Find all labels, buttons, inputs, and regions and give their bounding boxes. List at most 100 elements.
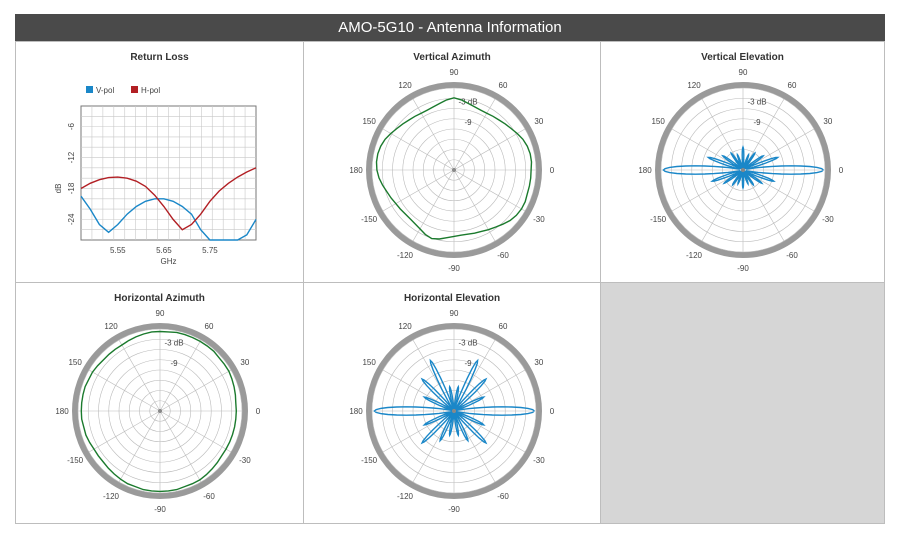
polar-ring-label: -3 dB (458, 97, 477, 106)
polar-angle-label: -60 (786, 251, 798, 260)
polar-outer-ring (655, 82, 831, 258)
y-tick-label: -6 (67, 123, 76, 131)
polar-angle-label: -60 (203, 492, 215, 501)
polar-angle-label: 90 (739, 68, 748, 77)
polar-ring-label: -3 dB (747, 97, 766, 106)
polar-angle-label: 150 (68, 358, 82, 367)
polar-angle-label: 180 (55, 407, 69, 416)
chart-grid: Return Loss -6 -12 -18 -24 5.55 5.65 5.75 GHz dB… (15, 41, 885, 524)
polar-pattern-trace (375, 97, 533, 240)
cell-horizontal-azimuth: Horizontal Azimuth 90 60 30 0 -30 -60 -90 -120 -… (16, 283, 304, 523)
series-line-h-pol (80, 167, 257, 231)
polar-angle-label: -90 (737, 264, 749, 273)
cell-vertical-elevation: Vertical Elevation 90 60 30 0 -30 -60 -90 -120 -… (601, 42, 884, 283)
polar-angle-label: -30 (533, 456, 545, 465)
x-tick-label: 5.55 (110, 246, 126, 255)
polar-center-dot (452, 409, 456, 413)
polar-center-dot (158, 409, 162, 413)
y-axis-label: dB (54, 184, 63, 194)
x-tick-label: 5.65 (156, 246, 172, 255)
polar-ring-label: -3 dB (164, 338, 183, 347)
polar-angle-label: 90 (450, 68, 459, 77)
legend-label: H-pol (141, 86, 160, 95)
polar-angle-label: 30 (534, 358, 543, 367)
polar-angle-label: 60 (788, 81, 797, 90)
polar-angle-label: 180 (349, 407, 363, 416)
polar-angle-label: -150 (650, 215, 667, 224)
polar-angle-label: 120 (104, 322, 118, 331)
polar-angle-label: 90 (450, 309, 459, 318)
polar-angle-label: 120 (687, 81, 701, 90)
polar-center-dot (452, 168, 456, 172)
legend-swatch (86, 86, 93, 93)
polar-angle-label: 150 (362, 358, 376, 367)
polar-pattern-trace (662, 144, 824, 190)
legend-swatch (131, 86, 138, 93)
chart-title-vertical-elevation: Vertical Elevation (701, 52, 784, 63)
y-tick-label: -12 (67, 151, 76, 163)
polar-ring-label: -9 (464, 118, 472, 127)
polar-angle-label: 120 (398, 322, 412, 331)
polar-angle-label: 60 (499, 81, 508, 90)
polar-outer-ring (72, 323, 248, 499)
polar-angle-label: -90 (448, 264, 460, 273)
cell-return-loss: Return Loss -6 -12 -18 -24 5.55 5.65 5.75 GHz dB… (16, 42, 304, 283)
cell-empty (601, 283, 884, 523)
polar-outer-ring (366, 323, 542, 499)
chart-title-horizontal-azimuth: Horizontal Azimuth (114, 293, 205, 304)
polar-angle-label: -120 (397, 251, 414, 260)
x-axis-label: GHz (161, 257, 177, 266)
cell-vertical-azimuth: Vertical Azimuth 90 60 30 0 -30 -60 -90 -120 -15… (304, 42, 601, 283)
polar-angle-label: -60 (497, 251, 509, 260)
page-header: AMO-5G10 - Antenna Information (15, 14, 885, 41)
polar-ring-label: -3 dB (458, 338, 477, 347)
polar-pattern-trace (80, 330, 237, 493)
series-line-v-pol (80, 195, 257, 241)
polar-angle-label: 150 (362, 117, 376, 126)
chart-title-horizontal-elevation: Horizontal Elevation (403, 293, 501, 304)
polar-angle-label: -90 (448, 505, 460, 514)
polar-angle-label: 180 (638, 166, 652, 175)
polar-outer-ring (366, 82, 542, 258)
polar-angle-label: 150 (651, 117, 665, 126)
polar-angle-label: -120 (686, 251, 703, 260)
polar-angle-label: 0 (839, 166, 844, 175)
polar-angle-label: 30 (534, 117, 543, 126)
polar-angle-label: -30 (822, 215, 834, 224)
polar-angle-label: 60 (499, 322, 508, 331)
polar-angle-label: 30 (240, 358, 249, 367)
polar-angle-label: 30 (823, 117, 832, 126)
polar-angle-label: 0 (550, 166, 555, 175)
polar-pattern-trace (373, 358, 535, 445)
polar-angle-label: 0 (256, 407, 261, 416)
vertical-elevation-chart: 90 60 30 0 -30 -60 -90 -120 -150 180 150 120 -3 dB -9 (638, 68, 844, 273)
vertical-azimuth-chart: 90 60 30 0 -30 -60 -90 -120 -150 180 150 120 -3 dB -9 (349, 68, 555, 273)
polar-angle-label: 120 (398, 81, 412, 90)
polar-angle-label: 0 (550, 407, 555, 416)
polar-angle-label: -150 (361, 456, 378, 465)
polar-angle-label: -30 (239, 456, 251, 465)
return-loss-chart: -6 -12 -18 -24 5.55 5.65 5.75 GHz dB V-pol H-pol (54, 86, 257, 266)
polar-ring-label: -9 (753, 118, 761, 127)
horizontal-elevation-chart: 90 60 30 0 -30 -60 -90 -120 -150 180 150 120 -3 dB -9 (349, 309, 555, 514)
y-tick-label: -18 (67, 182, 76, 194)
polar-angle-label: -120 (103, 492, 120, 501)
polar-ring-label: -9 (464, 359, 472, 368)
chart-title-return-loss: Return Loss (130, 52, 189, 63)
page-title: AMO-5G10 - Antenna Information (338, 19, 562, 36)
polar-angle-label: 180 (349, 166, 363, 175)
polar-angle-label: -150 (361, 215, 378, 224)
legend-label: V-pol (96, 86, 114, 95)
x-tick-label: 5.75 (202, 246, 218, 255)
polar-angle-label: 90 (156, 309, 165, 318)
polar-angle-label: -30 (533, 215, 545, 224)
cell-horizontal-elevation: Horizontal Elevation 90 60 30 0 -30 -60 -90 -12… (304, 283, 601, 523)
polar-angle-label: -60 (497, 492, 509, 501)
polar-angle-label: -150 (67, 456, 84, 465)
horizontal-azimuth-chart: 90 60 30 0 -30 -60 -90 -120 -150 180 150 120 -3 dB -9 (55, 309, 261, 514)
y-tick-label: -24 (67, 213, 76, 225)
polar-angle-label: -120 (397, 492, 414, 501)
chart-title-vertical-azimuth: Vertical Azimuth (413, 52, 491, 63)
polar-angle-label: -90 (154, 505, 166, 514)
polar-angle-label: 60 (205, 322, 214, 331)
